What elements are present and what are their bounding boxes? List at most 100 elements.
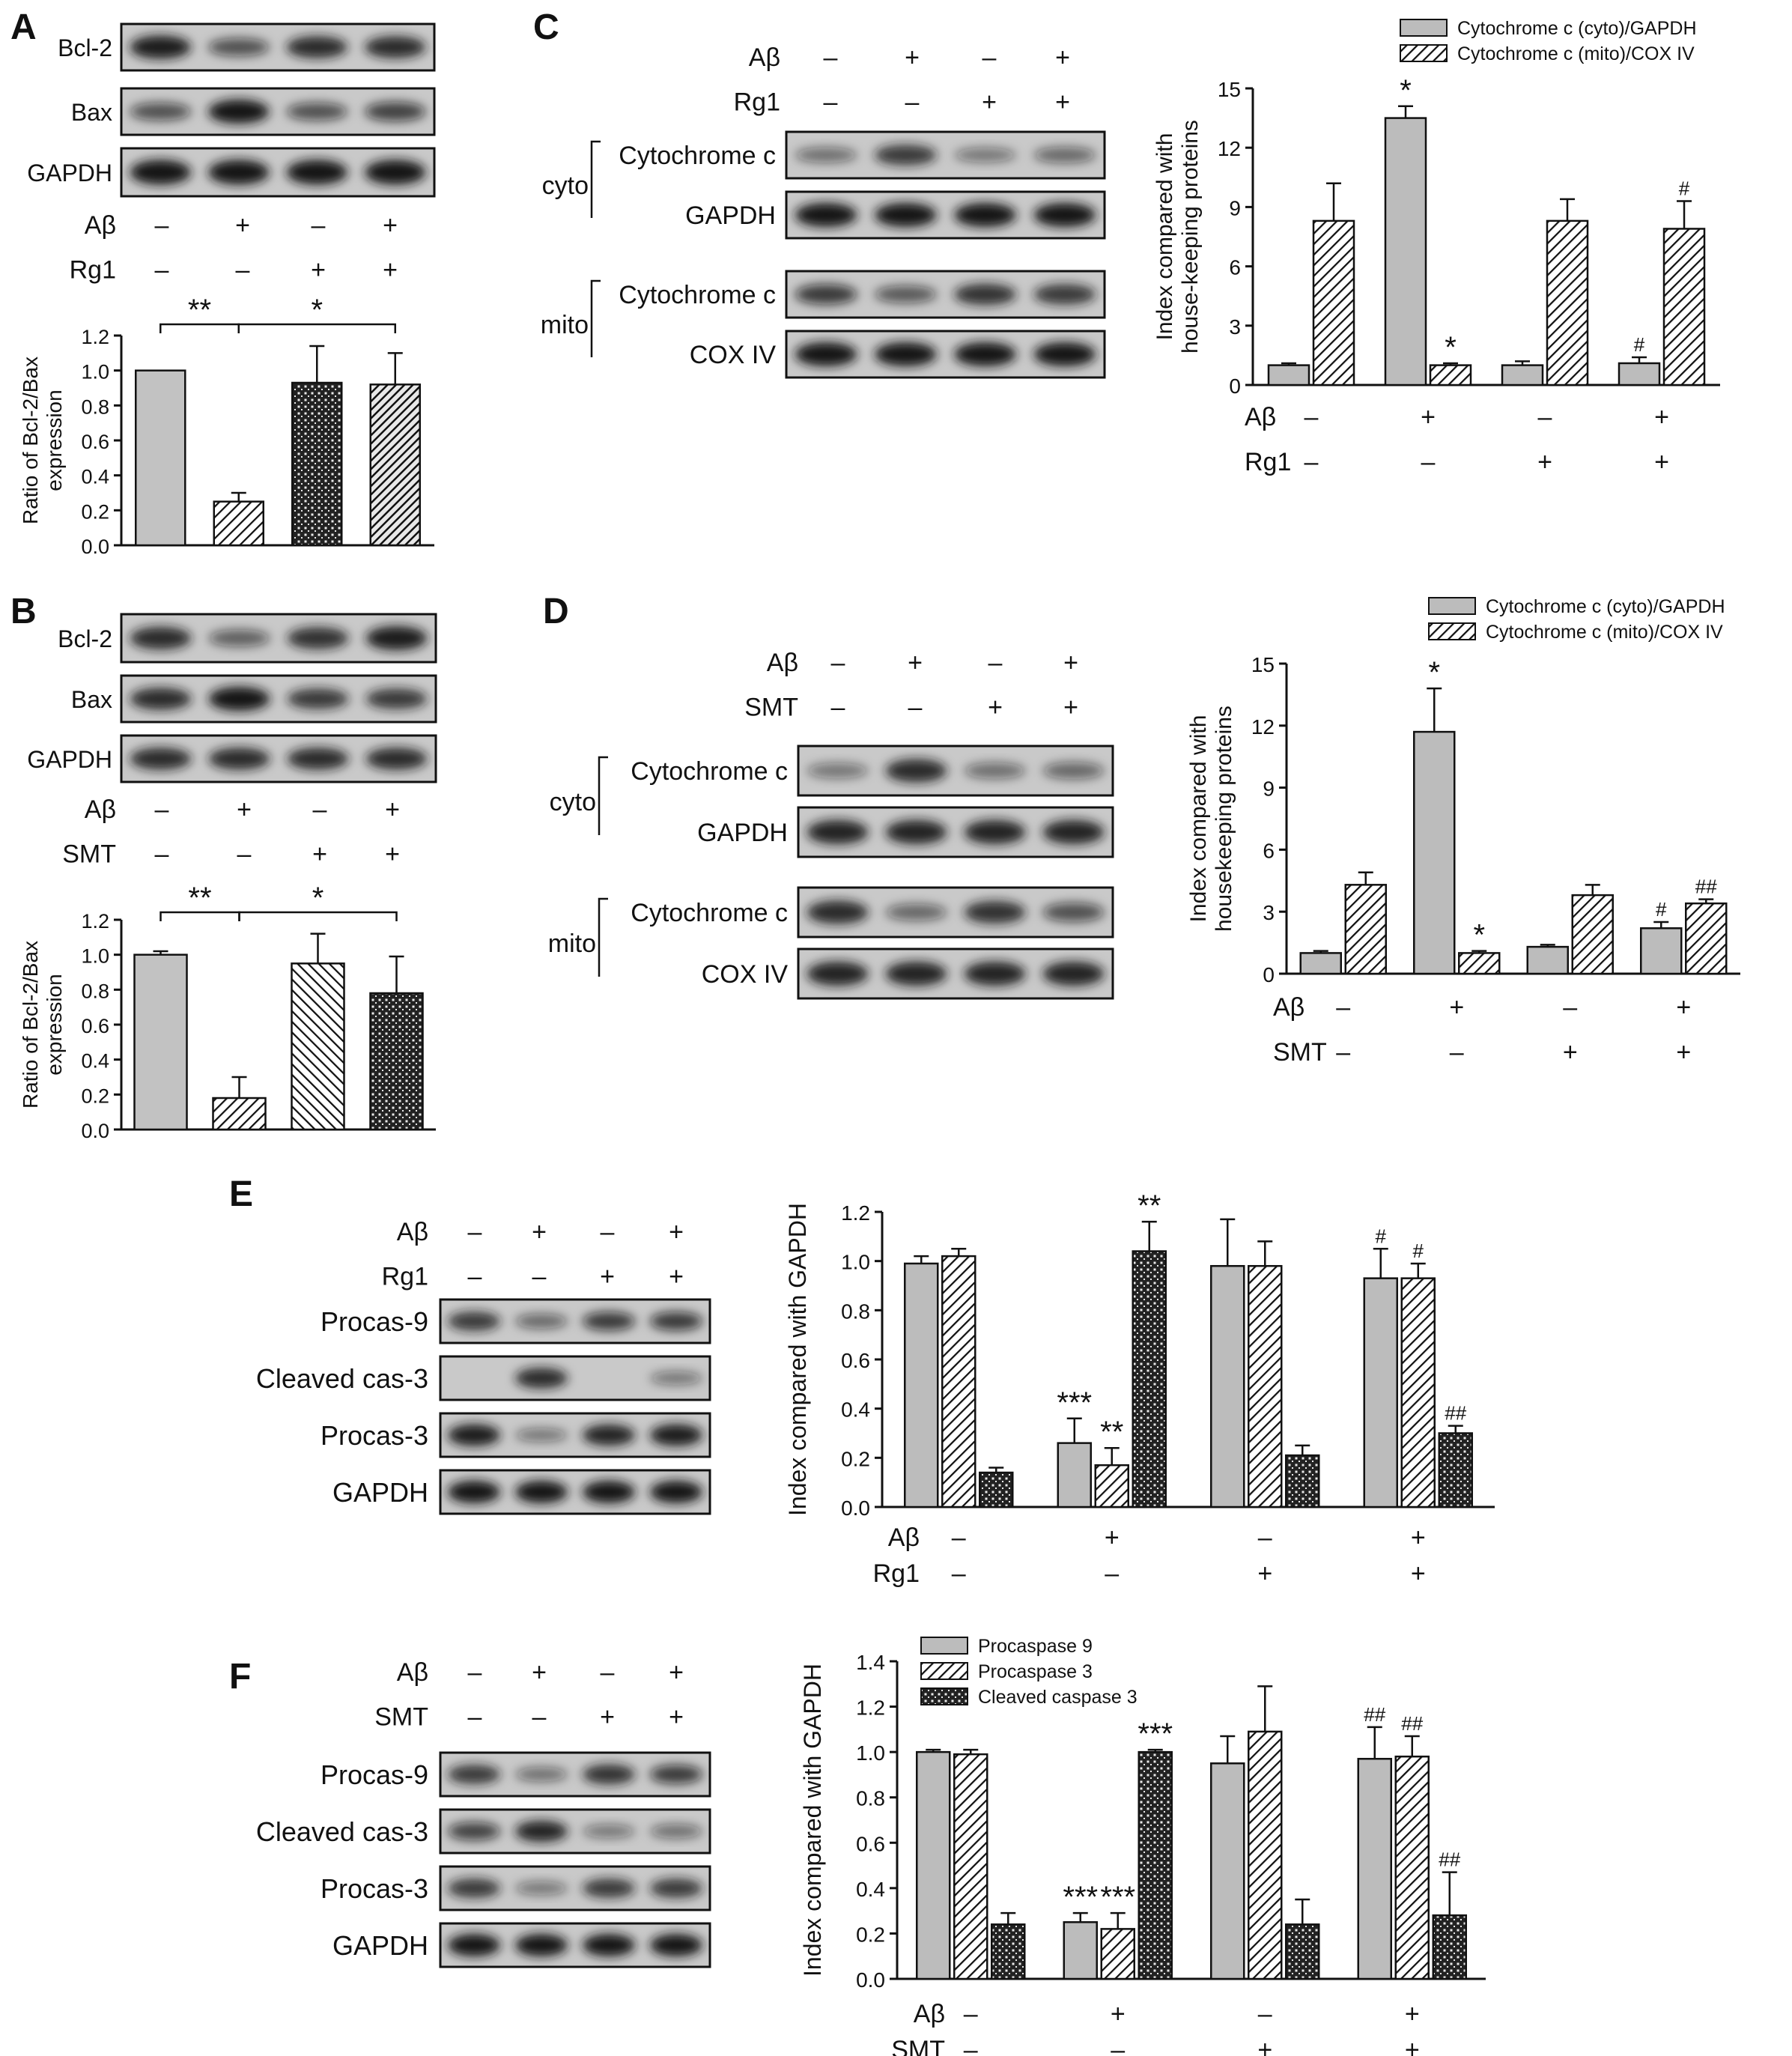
significance-mark: # bbox=[1656, 898, 1667, 921]
condition-sign: + bbox=[1676, 1038, 1691, 1067]
blot-row bbox=[797, 886, 1114, 938]
y-tick-label: 1.0 bbox=[81, 945, 109, 968]
significance-mark: ## bbox=[1695, 876, 1717, 898]
condition-sign: + bbox=[312, 840, 327, 869]
blot-row bbox=[120, 674, 437, 724]
protein-band bbox=[208, 748, 270, 770]
significance-mark: * bbox=[1473, 919, 1485, 952]
condition-label: Aβ bbox=[85, 211, 116, 240]
protein-band bbox=[447, 1480, 501, 1504]
bar-cytochrome-c-mito-cox-iv-1 bbox=[1429, 364, 1472, 386]
bar-cytochrome-c-cyto-gapdh-0 bbox=[1299, 952, 1342, 975]
legend-swatch bbox=[1428, 622, 1476, 640]
sig-bracket bbox=[237, 323, 396, 333]
condition-sign: – bbox=[824, 43, 838, 72]
protein-band bbox=[1042, 961, 1105, 986]
panel-letter: A bbox=[10, 7, 37, 47]
condition-sign: + bbox=[385, 795, 400, 824]
condition-sign: + bbox=[383, 256, 398, 285]
blot-row bbox=[120, 613, 437, 664]
group-label: cyto bbox=[550, 788, 596, 816]
significance-mark: *** bbox=[1138, 1717, 1173, 1750]
y-tick-label: 12 bbox=[1251, 715, 1275, 739]
condition-sign: + bbox=[1055, 43, 1070, 72]
legend-swatch bbox=[1400, 44, 1448, 62]
bar-procaspase-3-3 bbox=[1394, 1755, 1430, 1980]
blot-row bbox=[785, 330, 1106, 379]
protein-band bbox=[286, 36, 348, 58]
protein-band bbox=[582, 1825, 636, 1838]
protein-band bbox=[207, 38, 270, 56]
condition-sign: – bbox=[1258, 2000, 1272, 2028]
chart-C: 0 3 6 9 12 15 Index compared with house-keeping… bbox=[1152, 18, 1720, 398]
significance-mark: *** bbox=[1063, 1881, 1098, 1914]
protein-band bbox=[514, 1933, 568, 1957]
y-tick-label: 1.4 bbox=[856, 1651, 885, 1674]
protein-band bbox=[447, 1933, 501, 1957]
protein-band bbox=[447, 1424, 501, 1446]
chart-D: 0 3 6 9 12 15 Index compared with housekeeping … bbox=[1186, 596, 1740, 986]
bar-value-3 bbox=[369, 383, 421, 547]
condition-label: Aβ bbox=[749, 43, 780, 72]
y-tick-label: 1.2 bbox=[81, 326, 109, 348]
condition-sign: + bbox=[1405, 2000, 1420, 2028]
protein-band bbox=[447, 1765, 501, 1784]
protein-band bbox=[885, 961, 947, 986]
protein-band bbox=[582, 1878, 636, 1898]
blot-row bbox=[439, 1355, 711, 1401]
legend: Procaspase 9 Procaspase 3 Cleaved caspase … bbox=[920, 1636, 1138, 1708]
group-bracket bbox=[590, 140, 601, 218]
condition-label: Rg1 bbox=[70, 256, 116, 285]
protein-band bbox=[649, 1371, 703, 1385]
condition-sign: – bbox=[155, 795, 169, 824]
bar-cytochrome-c-mito-cox-iv-3 bbox=[1662, 228, 1706, 386]
y-axis-label: Ratio of Bcl-2/Bax bbox=[19, 941, 42, 1109]
protein-band bbox=[885, 903, 947, 921]
protein-band bbox=[286, 103, 348, 121]
condition-sign: – bbox=[1304, 448, 1319, 476]
legend-entry: Procaspase 9 bbox=[978, 1636, 1093, 1657]
y-tick-label: 0.0 bbox=[81, 536, 109, 558]
legend: Cytochrome c (cyto)/GAPDH Cytochrome c (m… bbox=[1428, 596, 1725, 643]
condition-sign: + bbox=[1405, 2036, 1420, 2056]
bar-value-1 bbox=[213, 500, 264, 547]
condition-sign: – bbox=[468, 1218, 482, 1246]
y-tick-label: 0.4 bbox=[81, 466, 109, 488]
condition-sign: + bbox=[1257, 1559, 1272, 1588]
condition-sign: – bbox=[952, 1523, 966, 1552]
protein-band bbox=[954, 342, 1017, 367]
protein-band bbox=[807, 762, 869, 779]
condition-sign: + bbox=[1676, 993, 1691, 1022]
protein-band bbox=[514, 1820, 568, 1843]
significance-mark: ** bbox=[188, 294, 211, 327]
condition-sign: + bbox=[311, 256, 326, 285]
significance-mark: # bbox=[1679, 177, 1690, 199]
condition-sign: + bbox=[908, 649, 923, 677]
protein-band bbox=[582, 1480, 636, 1504]
protein-band bbox=[795, 342, 857, 367]
condition-label: Aβ bbox=[1245, 403, 1276, 431]
condition-sign: + bbox=[235, 211, 250, 240]
y-tick-label: 1.0 bbox=[841, 1251, 870, 1274]
protein-label: Cytochrome c bbox=[631, 899, 788, 927]
condition-sign: – bbox=[831, 649, 845, 677]
y-tick-label: 12 bbox=[1218, 137, 1241, 160]
y-tick-label: 6 bbox=[1229, 256, 1241, 279]
y-tick-label: 0.2 bbox=[856, 1923, 885, 1946]
condition-sign: + bbox=[1537, 448, 1552, 476]
condition-sign: – bbox=[831, 694, 845, 722]
condition-sign: + bbox=[669, 1218, 684, 1246]
condition-sign: – bbox=[1111, 2036, 1125, 2056]
bar-procaspase-3-3 bbox=[1400, 1277, 1436, 1508]
blot-row bbox=[439, 1751, 711, 1798]
condition-label: Aβ bbox=[767, 649, 798, 677]
bar-value-0 bbox=[135, 369, 186, 547]
condition-sign: + bbox=[385, 840, 400, 869]
condition-label: Aβ bbox=[397, 1218, 428, 1246]
bar-procaspase-3-2 bbox=[1248, 1264, 1283, 1508]
condition-sign: + bbox=[669, 1263, 684, 1291]
condition-sign: + bbox=[1654, 448, 1669, 476]
condition-sign: – bbox=[1563, 993, 1577, 1022]
group-bracket bbox=[598, 897, 608, 977]
protein-band bbox=[582, 1424, 636, 1446]
